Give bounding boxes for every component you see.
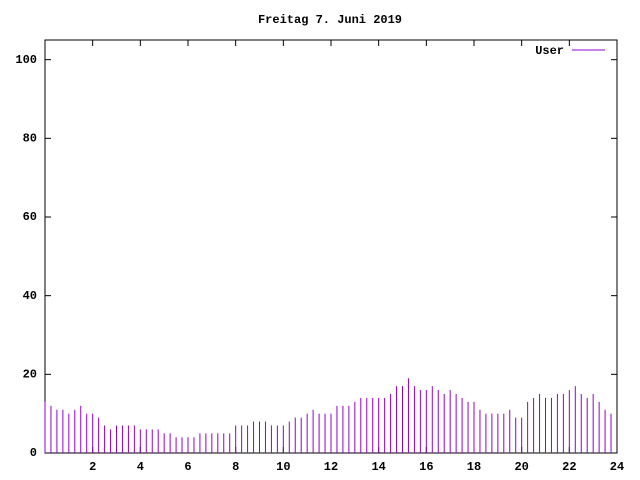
y-tick-label: 40 (23, 289, 37, 303)
x-tick-label: 12 (324, 460, 338, 474)
x-tick-label: 14 (371, 460, 385, 474)
x-tick-label: 6 (184, 460, 191, 474)
y-tick-label: 20 (23, 368, 37, 382)
y-tick-label: 0 (30, 446, 37, 460)
x-tick-label: 10 (276, 460, 290, 474)
plot-border (44, 39, 618, 454)
x-tick-label: 22 (562, 460, 576, 474)
x-tick-label: 20 (514, 460, 528, 474)
y-tick-label: 100 (15, 53, 37, 67)
y-tick-label: 60 (23, 210, 37, 224)
y-tick-label: 80 (23, 132, 37, 146)
x-tick-label: 16 (419, 460, 433, 474)
x-tick-label: 18 (467, 460, 481, 474)
x-tick-label: 4 (137, 460, 144, 474)
legend-label: User (535, 44, 564, 58)
chart-title: Freitag 7. Juni 2019 (258, 13, 402, 27)
x-tick-label: 2 (89, 460, 96, 474)
x-tick-label: 8 (232, 460, 239, 474)
x-tick-label: 24 (610, 460, 624, 474)
